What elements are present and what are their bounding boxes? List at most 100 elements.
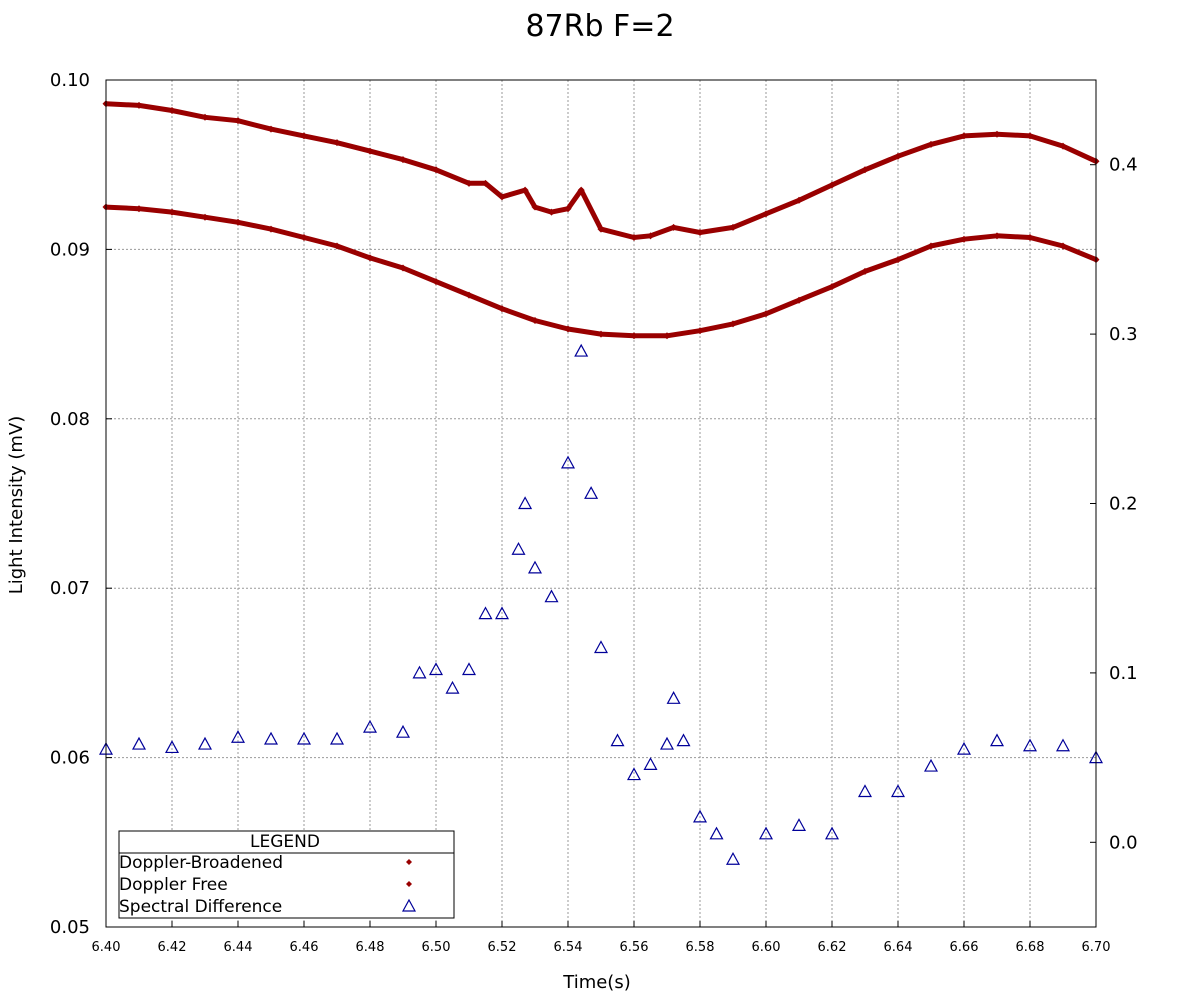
x-tick-label: 6.50	[422, 940, 451, 955]
data-point	[1059, 242, 1067, 250]
data-point	[399, 156, 407, 164]
data-point	[465, 291, 473, 299]
data-point	[564, 205, 572, 213]
y-axis-label: Light Intensity (mV)	[6, 416, 27, 595]
data-point	[201, 113, 209, 121]
data-point	[1026, 234, 1034, 242]
ticks: 6.40 6.42 6.44 6.46 6.48 6.50 6.52 6.54 6.56 6.58…	[50, 70, 1138, 955]
data-point	[131, 736, 147, 750]
data-point	[574, 343, 589, 357]
data-point	[135, 101, 143, 109]
x-tick-label: 6.54	[554, 940, 583, 955]
data-point	[584, 486, 599, 499]
data-point	[696, 327, 704, 335]
data-point	[296, 731, 312, 745]
legend-label: Doppler Free	[119, 875, 228, 895]
x-tick-label: 6.58	[686, 940, 715, 955]
data-point	[861, 267, 869, 275]
y-tick-label: 0.09	[50, 239, 90, 260]
data-point	[828, 181, 836, 189]
y2-tick-label: 0.0	[1109, 832, 1138, 853]
data-point	[692, 809, 708, 823]
legend-marker	[406, 859, 412, 865]
x-tick-label: 6.48	[356, 940, 385, 955]
data-point	[333, 242, 341, 250]
x-tick-label: 6.46	[290, 940, 319, 955]
data-point	[428, 662, 444, 676]
data-point	[494, 606, 510, 620]
data-point	[762, 210, 770, 218]
x-tick-label: 6.70	[1082, 940, 1111, 955]
data-point	[610, 733, 625, 747]
data-point	[597, 330, 605, 338]
data-point	[498, 305, 506, 313]
legend-label: Spectral Difference	[119, 897, 282, 917]
data-point	[461, 662, 477, 676]
x-tick-label: 6.64	[884, 940, 913, 955]
data-point	[267, 125, 275, 133]
data-point	[890, 784, 906, 798]
chart-title: 87Rb F=2	[525, 9, 674, 44]
data-point	[894, 256, 902, 264]
data-point	[993, 130, 1001, 138]
data-point	[762, 310, 770, 318]
data-point	[300, 234, 308, 242]
x-tick-label: 6.56	[620, 940, 649, 955]
data-point	[894, 152, 902, 160]
data-point	[197, 736, 213, 750]
data-point	[729, 320, 737, 328]
data-point	[531, 317, 539, 325]
data-point	[1055, 738, 1071, 752]
data-point	[956, 741, 972, 755]
data-point	[709, 826, 724, 840]
data-point	[663, 332, 671, 340]
data-point	[518, 496, 533, 510]
data-point	[168, 106, 176, 114]
data-point	[989, 733, 1005, 747]
x-tick-label: 6.52	[488, 940, 517, 955]
legend-marker	[401, 898, 417, 912]
data-point	[626, 767, 642, 781]
data-point	[164, 740, 180, 754]
data-point	[791, 818, 807, 831]
y2-tick-label: 0.3	[1109, 324, 1138, 345]
data-point	[478, 606, 493, 620]
y2-tick-label: 0.2	[1109, 494, 1138, 515]
data-point	[630, 234, 638, 242]
data-point	[432, 278, 440, 286]
x-tick-label: 6.42	[158, 940, 187, 955]
data-point	[927, 140, 935, 148]
data-point	[432, 166, 440, 174]
data-point	[366, 147, 374, 155]
data-point	[548, 208, 555, 216]
y-tick-label: 0.07	[50, 578, 90, 599]
data-point	[593, 640, 609, 654]
data-point	[201, 213, 209, 221]
grid	[106, 80, 1096, 927]
y-tick-label: 0.06	[50, 748, 90, 769]
data-point	[647, 232, 654, 240]
data-point	[230, 730, 246, 743]
y-tick-label: 0.10	[50, 70, 90, 91]
data-point	[531, 203, 539, 211]
data-point	[544, 589, 559, 603]
series-layer	[98, 100, 1104, 865]
y-tick-label: 0.05	[50, 917, 90, 938]
x-tick-label: 6.62	[818, 940, 847, 955]
data-point	[824, 826, 840, 840]
data-point	[329, 731, 345, 745]
x-tick-label: 6.68	[1016, 940, 1045, 955]
data-point	[362, 719, 378, 733]
legend-box	[118, 830, 455, 919]
data-point	[758, 826, 774, 840]
data-point	[1022, 738, 1038, 752]
data-point	[366, 254, 374, 262]
data-point	[564, 325, 572, 333]
data-point	[725, 851, 741, 865]
data-point	[135, 205, 143, 213]
data-point	[630, 332, 638, 340]
data-point	[960, 235, 968, 243]
data-point	[676, 733, 691, 747]
